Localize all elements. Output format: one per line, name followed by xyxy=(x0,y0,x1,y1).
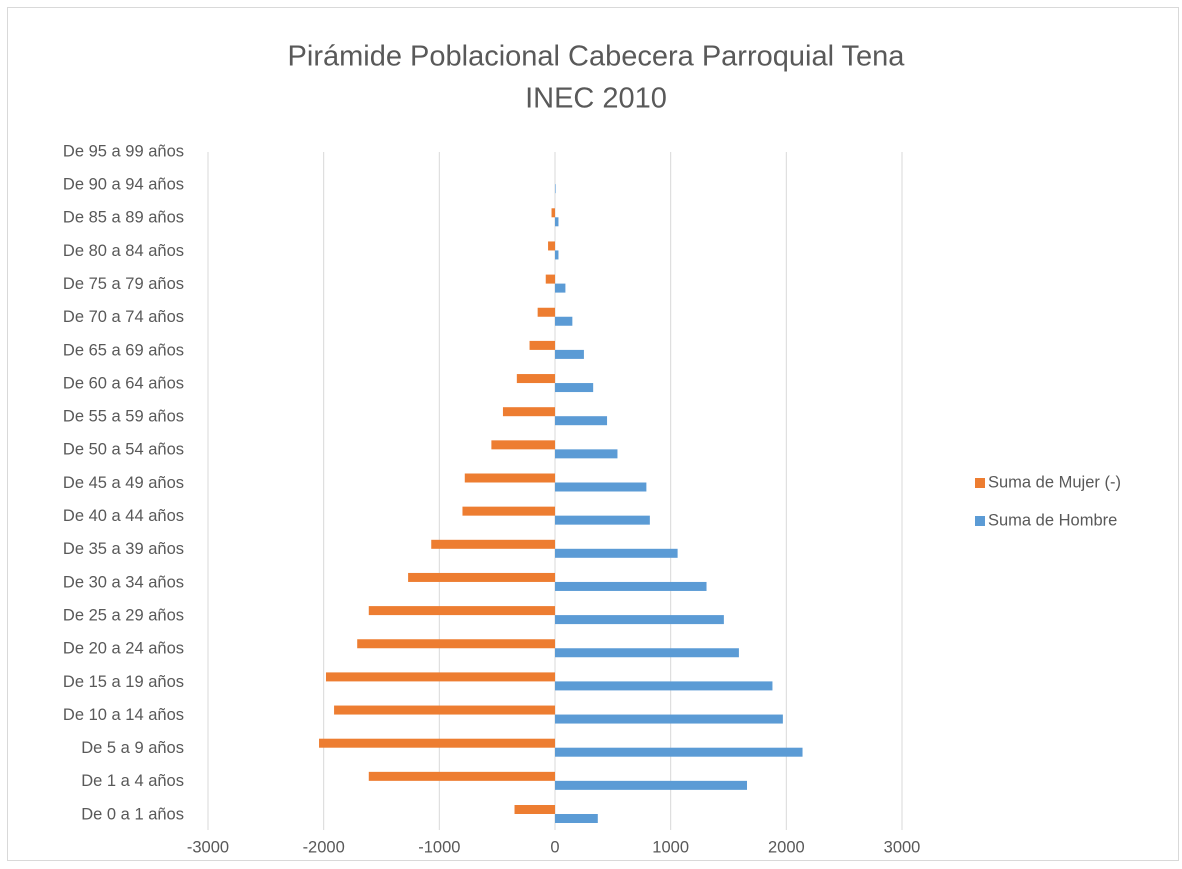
bar xyxy=(555,780,748,790)
bar xyxy=(555,515,650,525)
x-tick-label: -3000 xyxy=(187,838,229,856)
bar xyxy=(334,705,555,715)
y-tick-label: De 35 a 39 años xyxy=(63,540,184,558)
y-tick-label: De 95 a 99 años xyxy=(63,142,184,160)
bar xyxy=(537,307,555,317)
bar xyxy=(464,473,555,483)
bar xyxy=(555,184,556,194)
chart-title: Pirámide Poblacional Cabecera Parroquial… xyxy=(288,41,906,73)
y-tick-label: De 75 a 79 años xyxy=(63,275,184,293)
bar xyxy=(551,208,555,218)
bar xyxy=(555,449,618,459)
y-tick-label: De 15 a 19 años xyxy=(63,673,184,691)
bar xyxy=(325,672,555,682)
y-tick-label: De 20 a 24 años xyxy=(63,640,184,658)
bar xyxy=(555,814,598,823)
bar xyxy=(555,714,783,724)
x-tick-label: 0 xyxy=(550,838,559,856)
chart-border xyxy=(7,7,1179,861)
y-tick-label: De 45 a 49 años xyxy=(63,474,184,492)
bar xyxy=(555,217,559,227)
x-tick-label: 2000 xyxy=(768,838,805,856)
bar xyxy=(555,615,724,625)
y-tick-label: De 70 a 74 años xyxy=(63,308,184,326)
y-tick-label: De 25 a 29 años xyxy=(63,606,184,624)
y-tick-label: De 1 a 4 años xyxy=(81,772,184,790)
y-tick-label: De 5 a 9 años xyxy=(81,739,184,757)
bar xyxy=(548,241,555,251)
legend-swatch xyxy=(975,516,985,526)
bar xyxy=(555,548,678,558)
y-tick-label: De 80 a 84 años xyxy=(63,242,184,260)
legend-label: Suma de Hombre xyxy=(988,511,1117,529)
y-tick-label: De 30 a 34 años xyxy=(63,573,184,591)
bar xyxy=(555,316,573,326)
chart-title: INEC 2010 xyxy=(525,83,667,115)
bar xyxy=(555,283,566,293)
legend-swatch xyxy=(975,478,985,488)
bar xyxy=(545,274,555,284)
bar xyxy=(408,572,555,582)
x-tick-label: -1000 xyxy=(418,838,460,856)
y-tick-label: De 10 a 14 años xyxy=(63,706,184,724)
bar xyxy=(529,340,555,350)
bar xyxy=(502,407,555,417)
bar xyxy=(431,539,555,549)
y-tick-label: De 50 a 54 años xyxy=(63,441,184,459)
bar xyxy=(319,738,555,748)
y-tick-label: De 40 a 44 años xyxy=(63,507,184,525)
bar xyxy=(555,416,608,426)
y-tick-label: De 85 a 89 años xyxy=(63,209,184,227)
bar xyxy=(462,506,555,516)
bar xyxy=(555,349,584,359)
y-tick-label: De 90 a 94 años xyxy=(63,176,184,194)
bar xyxy=(555,581,707,591)
bar xyxy=(491,440,555,450)
bar xyxy=(514,805,555,814)
bar xyxy=(368,606,555,616)
bar xyxy=(357,639,555,649)
bar xyxy=(555,482,647,492)
bar xyxy=(555,383,594,393)
y-tick-label: De 55 a 59 años xyxy=(63,408,184,426)
bar xyxy=(516,374,555,384)
y-tick-label: De 0 a 1 años xyxy=(81,805,184,823)
bar xyxy=(555,747,803,757)
bar xyxy=(555,250,559,260)
x-tick-label: 3000 xyxy=(884,838,921,856)
x-tick-label: 1000 xyxy=(652,838,689,856)
bar xyxy=(368,771,555,781)
legend-label: Suma de Mujer (-) xyxy=(988,473,1121,491)
x-tick-label: -2000 xyxy=(303,838,345,856)
bar xyxy=(555,648,739,658)
bar xyxy=(555,681,773,691)
y-tick-label: De 60 a 64 años xyxy=(63,374,184,392)
y-tick-label: De 65 a 69 años xyxy=(63,341,184,359)
